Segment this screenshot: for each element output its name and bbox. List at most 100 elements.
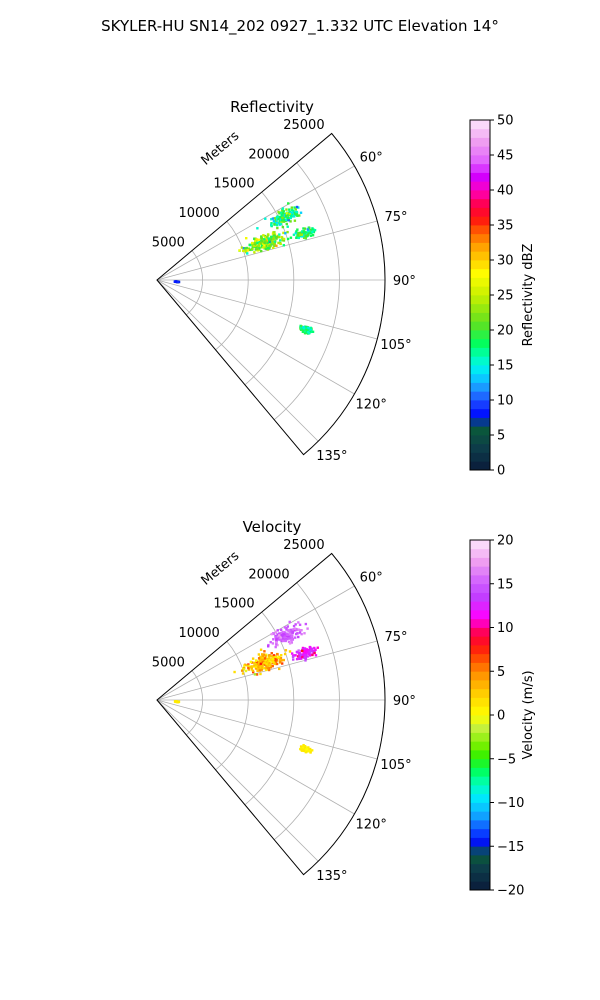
echo-gate xyxy=(301,655,304,659)
echo-gate xyxy=(302,325,305,329)
echo-gate xyxy=(300,325,304,328)
echo-gate xyxy=(259,658,262,662)
echo-gate xyxy=(277,638,281,641)
colorbar-segment xyxy=(470,653,490,663)
colorbar-segment xyxy=(470,820,490,830)
echo-gate xyxy=(311,228,314,231)
echo-gate xyxy=(289,216,292,220)
echo-gate xyxy=(244,247,247,250)
echo-gate xyxy=(279,217,282,220)
colorbar-segment xyxy=(470,303,490,313)
colorbar-tick-label: 40 xyxy=(497,184,514,199)
echo-gate xyxy=(276,652,279,656)
echo-gate xyxy=(264,247,268,251)
echo-gate xyxy=(289,214,292,218)
echo-gate xyxy=(278,219,282,223)
echo-gate xyxy=(278,632,281,635)
echo-gate xyxy=(271,241,275,244)
echo-gate xyxy=(301,230,304,233)
echo-gate xyxy=(285,627,288,630)
colorbar-segment xyxy=(470,723,490,733)
echo-gate xyxy=(268,658,271,662)
colorbar-segment xyxy=(470,295,490,305)
panel-title: Reflectivity xyxy=(230,98,314,116)
echo-gate xyxy=(308,654,312,657)
figure-title: SKYLER-HU SN14_202 0927_1.332 UTC Elevat… xyxy=(101,17,499,36)
echo-gate xyxy=(282,634,286,637)
echo-gate xyxy=(272,242,276,246)
echo-gate xyxy=(289,628,293,632)
echo-gate xyxy=(291,634,294,638)
echo-gate xyxy=(290,639,293,642)
echo-cluster xyxy=(238,225,290,255)
echo-gate xyxy=(242,668,245,671)
echo-gate xyxy=(297,628,301,631)
echo-gate xyxy=(249,660,253,664)
echo-gate xyxy=(301,653,305,657)
echo-gate xyxy=(257,244,260,247)
echo-gate xyxy=(296,228,299,231)
echo-gate xyxy=(258,240,261,243)
echo-gate xyxy=(266,664,270,667)
echo-gate xyxy=(281,634,284,637)
colorbar-segment xyxy=(470,417,490,427)
echo-gate xyxy=(301,235,304,238)
echo-gate xyxy=(278,212,281,215)
echo-gate xyxy=(293,215,296,218)
range-tick-label: 5000 xyxy=(152,235,185,250)
echo-gate xyxy=(284,649,288,652)
echo-gate xyxy=(282,231,285,235)
range-tick-label: 15000 xyxy=(213,177,254,192)
echo-gate xyxy=(264,240,267,243)
radar-echoes xyxy=(173,620,319,754)
echo-gate xyxy=(265,653,268,656)
echo-gate xyxy=(280,235,283,239)
echo-gate xyxy=(292,654,296,657)
echo-gate xyxy=(272,656,276,659)
echo-gate xyxy=(300,657,303,660)
echo-gate xyxy=(244,250,248,254)
echo-gate xyxy=(252,244,255,248)
echo-gate xyxy=(259,655,262,659)
colorbar-segment xyxy=(470,566,490,576)
echo-gate xyxy=(302,327,306,330)
colorbar-segment xyxy=(470,426,490,436)
echo-gate xyxy=(252,670,255,674)
echo-gate xyxy=(302,652,306,655)
colorbar-segment xyxy=(470,636,490,646)
echo-gate xyxy=(278,233,281,236)
echo-gate xyxy=(264,655,267,658)
echo-gate xyxy=(305,748,309,751)
echo-gate xyxy=(316,646,319,649)
echo-gate xyxy=(242,249,245,253)
echo-gate xyxy=(261,658,264,662)
echo-gate xyxy=(298,656,301,659)
echo-gate xyxy=(243,664,246,667)
colorbar-tick-label: 5 xyxy=(497,665,505,680)
echo-gate xyxy=(276,643,279,647)
echo-gate xyxy=(297,206,300,209)
azimuth-gridline xyxy=(156,699,378,760)
azimuth-gridline xyxy=(156,279,319,442)
echo-gate xyxy=(242,666,246,670)
echo-gate xyxy=(287,213,290,216)
echo-gate xyxy=(311,653,314,657)
echo-gate xyxy=(263,650,266,653)
echo-gate xyxy=(288,620,291,624)
echo-gate xyxy=(274,630,278,634)
colorbar-segment xyxy=(470,365,490,375)
echo-gate xyxy=(279,215,282,219)
echo-gate xyxy=(264,236,267,239)
echo-gate xyxy=(276,223,279,227)
echo-gate xyxy=(286,625,290,628)
echo-gate xyxy=(257,666,260,669)
colorbar-tick-label: −15 xyxy=(497,840,524,855)
echo-gate xyxy=(271,217,275,220)
echo-gate xyxy=(278,239,282,242)
echo-cluster xyxy=(289,226,317,240)
colorbar-segment xyxy=(470,251,490,261)
echo-gate xyxy=(304,659,307,662)
azimuth-tick-label: 75° xyxy=(384,210,407,225)
echo-gate xyxy=(308,747,312,751)
echo-gate xyxy=(245,237,248,240)
